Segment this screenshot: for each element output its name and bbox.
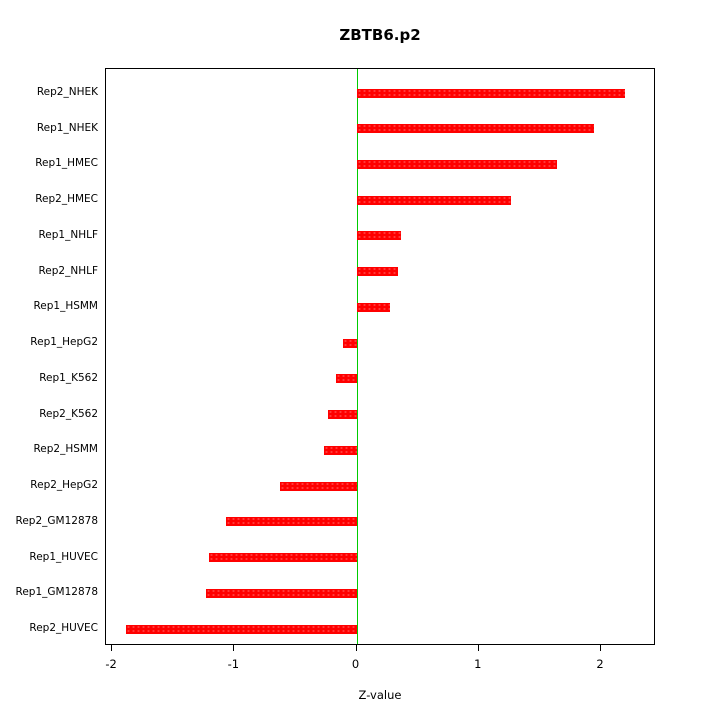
bar-Rep2_K562 [328, 410, 357, 420]
y-label-Rep2_NHEK: Rep2_NHEK [36, 86, 98, 98]
y-label-Rep2_HUVEC: Rep2_HUVEC [29, 622, 98, 634]
bar-Rep2_HUVEC [125, 624, 357, 634]
bar-Rep1_GM12878 [206, 588, 357, 598]
bar-Rep1_HMEC [356, 159, 557, 169]
y-label-Rep2_HSMM: Rep2_HSMM [33, 443, 98, 456]
y-label-Rep1_HepG2: Rep1_HepG2 [30, 336, 98, 349]
bar-Rep2_HepG2 [279, 481, 357, 491]
y-label-Rep2_HMEC: Rep2_HMEC [35, 193, 98, 206]
y-label-Rep2_HepG2: Rep2_HepG2 [30, 479, 98, 492]
y-label-Rep2_K562: Rep2_K562 [39, 407, 98, 420]
bar-Rep1_HSMM [356, 302, 390, 312]
x-tick-label: 2 [596, 657, 604, 671]
x-tick-label: -1 [227, 657, 240, 671]
bar-Rep1_NHEK [356, 124, 594, 134]
x-tick-mark [233, 645, 235, 651]
y-label-Rep1_NHEK: Rep1_NHEK [36, 121, 98, 134]
y-label-Rep1_HMEC: Rep1_HMEC [35, 157, 98, 170]
bar-Rep1_HepG2 [343, 338, 357, 348]
plot-area [105, 68, 655, 645]
x-tick-label: -2 [105, 657, 117, 671]
x-tick-mark [111, 645, 113, 651]
y-label-Rep1_K562: Rep1_K562 [39, 371, 98, 384]
x-tick-mark [355, 645, 357, 651]
x-axis-title: Z-value [358, 688, 402, 702]
bar-Rep2_HMEC [356, 195, 511, 205]
y-label-Rep1_GM12878: Rep1_GM12878 [15, 586, 98, 599]
x-tick-mark [477, 645, 479, 651]
zero-line [356, 69, 358, 644]
bar-Rep1_HUVEC [208, 553, 357, 563]
bar-Rep2_HSMM [323, 445, 357, 455]
y-label-Rep2_GM12878: Rep2_GM12878 [15, 514, 98, 527]
chart-title: ZBTB6.p2 [339, 26, 421, 44]
y-label-Rep1_NHLF: Rep1_NHLF [38, 228, 98, 241]
bar-Rep1_K562 [335, 374, 357, 384]
bar-Rep2_NHLF [356, 267, 399, 277]
y-label-Rep2_NHLF: Rep2_NHLF [38, 264, 98, 277]
y-label-Rep1_HUVEC: Rep1_HUVEC [29, 550, 98, 563]
x-tick-label: 1 [474, 657, 482, 671]
bar-Rep2_NHEK [356, 88, 626, 98]
bar-Rep2_GM12878 [225, 517, 357, 527]
x-tick-mark [600, 645, 601, 651]
y-label-Rep1_HSMM: Rep1_HSMM [33, 300, 98, 313]
bar-Rep1_NHLF [356, 231, 401, 241]
x-tick-label: 0 [351, 657, 360, 671]
